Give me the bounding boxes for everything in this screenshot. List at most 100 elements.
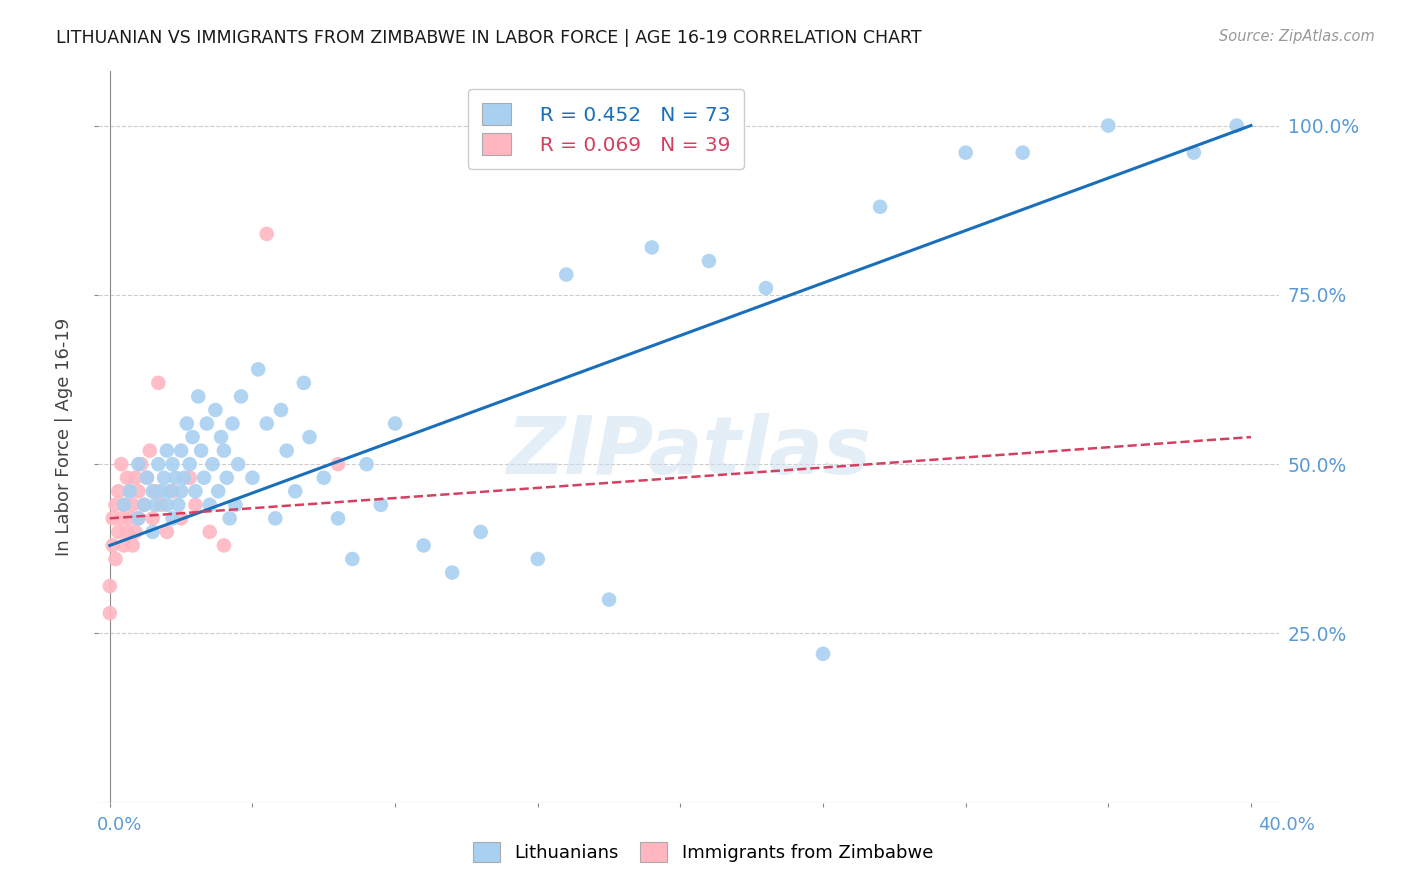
Point — [112, 498, 135, 512]
Point — [115, 524, 138, 539]
Point — [104, 552, 127, 566]
Point — [110, 457, 132, 471]
Point — [215, 471, 238, 485]
Point — [148, 376, 170, 390]
Point — [218, 511, 240, 525]
Point — [193, 471, 215, 485]
Point — [98, 579, 121, 593]
Point — [181, 430, 204, 444]
Point — [165, 471, 187, 485]
Point — [256, 227, 278, 241]
Point — [598, 592, 620, 607]
Point — [148, 457, 170, 471]
Point — [184, 484, 207, 499]
Point — [118, 511, 141, 525]
Point — [242, 471, 264, 485]
Point — [226, 457, 249, 471]
Point — [207, 484, 229, 499]
Point — [326, 511, 349, 525]
Point — [755, 281, 778, 295]
Text: LITHUANIAN VS IMMIGRANTS FROM ZIMBABWE IN LABOR FORCE | AGE 16-19 CORRELATION CH: LITHUANIAN VS IMMIGRANTS FROM ZIMBABWE I… — [56, 29, 922, 46]
Point — [384, 417, 406, 431]
Point — [156, 524, 179, 539]
Point — [107, 484, 129, 499]
Point — [526, 552, 548, 566]
Point — [170, 511, 193, 525]
Point — [470, 524, 492, 539]
Point — [342, 552, 364, 566]
Point — [159, 484, 181, 499]
Point — [142, 484, 165, 499]
Point — [124, 471, 146, 485]
Point — [224, 498, 246, 512]
Point — [201, 457, 224, 471]
Point — [127, 484, 149, 499]
Point — [107, 524, 129, 539]
Point — [198, 498, 221, 512]
Point — [284, 484, 307, 499]
Point — [150, 498, 173, 512]
Point — [1226, 119, 1249, 133]
Point — [179, 471, 201, 485]
Point — [170, 484, 193, 499]
Point — [184, 498, 207, 512]
Point — [441, 566, 464, 580]
Point — [124, 524, 146, 539]
Point — [955, 145, 977, 160]
Point — [142, 511, 165, 525]
Point — [162, 484, 184, 499]
Point — [212, 443, 235, 458]
Point — [132, 498, 155, 512]
Point — [247, 362, 270, 376]
Point — [641, 240, 664, 254]
Point — [139, 443, 162, 458]
Point — [356, 457, 378, 471]
Point — [1097, 119, 1119, 133]
Point — [212, 538, 235, 552]
Point — [176, 417, 198, 431]
Text: Source: ZipAtlas.com: Source: ZipAtlas.com — [1219, 29, 1375, 44]
Point — [101, 538, 124, 552]
Point — [811, 647, 834, 661]
Point — [264, 511, 287, 525]
Point — [195, 417, 218, 431]
Point — [1011, 145, 1033, 160]
Point — [145, 484, 167, 499]
Legend: Lithuanians, Immigrants from Zimbabwe: Lithuanians, Immigrants from Zimbabwe — [465, 835, 941, 870]
Point — [298, 430, 321, 444]
Point — [1182, 145, 1205, 160]
Point — [326, 457, 349, 471]
Point — [276, 443, 298, 458]
Legend:   R = 0.452   N = 73,   R = 0.069   N = 39: R = 0.452 N = 73, R = 0.069 N = 39 — [468, 88, 744, 169]
Point — [292, 376, 315, 390]
Point — [104, 498, 127, 512]
Point — [555, 268, 578, 282]
Point — [156, 498, 179, 512]
Point — [118, 484, 141, 499]
Point — [112, 538, 135, 552]
Point — [204, 403, 226, 417]
Point — [150, 484, 173, 499]
Text: 0.0%: 0.0% — [97, 816, 142, 834]
Point — [142, 524, 165, 539]
Point — [127, 511, 149, 525]
Point — [221, 417, 243, 431]
Point — [256, 417, 278, 431]
Point — [156, 443, 179, 458]
Point — [162, 457, 184, 471]
Point — [187, 389, 209, 403]
Point — [173, 471, 195, 485]
Point — [121, 498, 143, 512]
Point — [98, 606, 121, 620]
Point — [209, 430, 232, 444]
Text: 40.0%: 40.0% — [1258, 816, 1315, 834]
Point — [869, 200, 891, 214]
Point — [121, 538, 143, 552]
Point — [127, 511, 149, 525]
Text: ZIPatlas: ZIPatlas — [506, 413, 872, 491]
Point — [132, 498, 155, 512]
Point — [162, 511, 184, 525]
Point — [370, 498, 392, 512]
Point — [167, 498, 190, 512]
Point — [312, 471, 335, 485]
